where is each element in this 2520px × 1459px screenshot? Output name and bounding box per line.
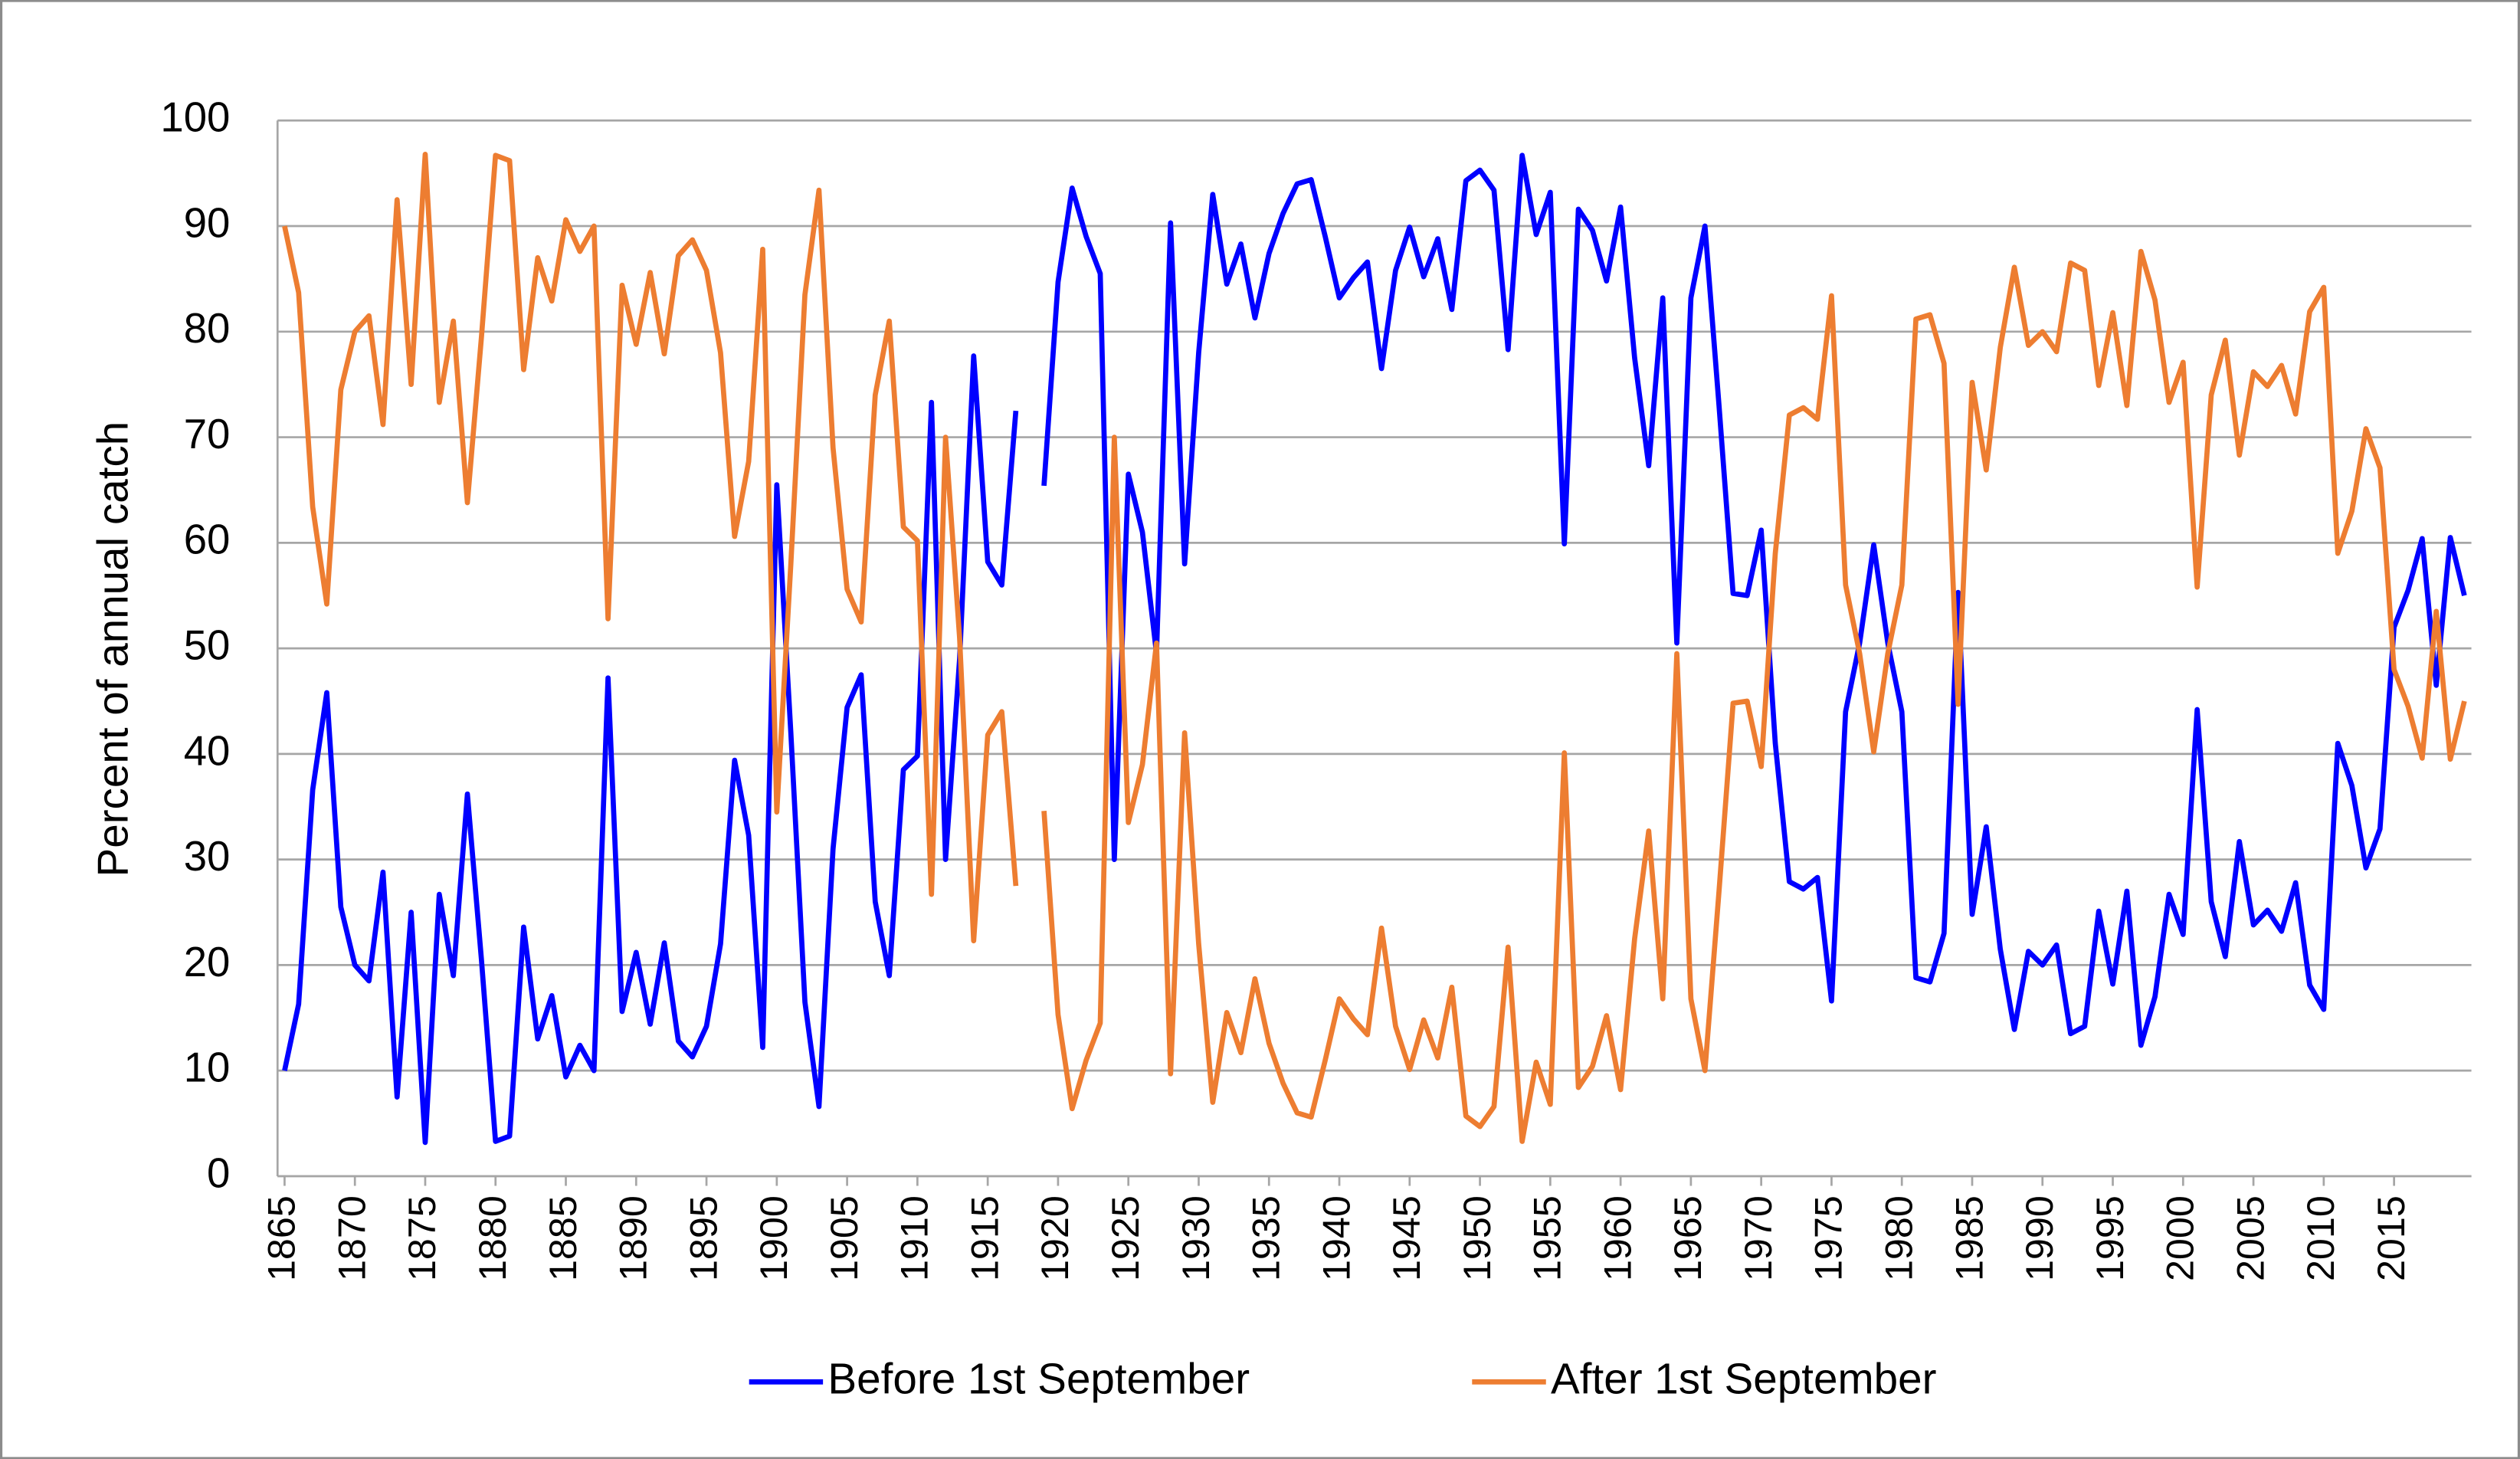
x-tick-label: 1995 — [2088, 1195, 2132, 1281]
data-line — [282, 151, 2467, 1144]
legend-label: Before 1st September — [827, 1354, 1250, 1402]
x-tick-label: 1970 — [1736, 1195, 1780, 1281]
y-tick-label: 20 — [184, 939, 231, 985]
y-tick-label: 60 — [184, 516, 231, 563]
y-tick-label: 30 — [184, 833, 231, 880]
x-tick-label: 1965 — [1666, 1195, 1709, 1281]
y-tick-label: 100 — [160, 94, 230, 141]
x-tick-label: 1950 — [1455, 1195, 1499, 1281]
y-tick-label: 80 — [184, 305, 231, 352]
x-tick-label: 1955 — [1525, 1195, 1569, 1281]
x-tick-label: 2010 — [2299, 1195, 2342, 1281]
x-tick-label: 1940 — [1314, 1195, 1358, 1281]
x-tick-label: 2015 — [2369, 1195, 2413, 1281]
x-tick-label: 1925 — [1103, 1195, 1147, 1281]
x-tick-label: 1875 — [400, 1195, 444, 1281]
x-tick-label: 1890 — [611, 1195, 655, 1281]
x-tick-label: 1900 — [752, 1195, 795, 1281]
x-tick-label: 1905 — [822, 1195, 866, 1281]
y-tick-label: 0 — [207, 1149, 230, 1196]
y-tick-label: 50 — [184, 622, 231, 669]
y-tick-label: 90 — [184, 199, 231, 246]
x-tick-label: 1865 — [260, 1195, 303, 1281]
x-tick-label: 1885 — [541, 1195, 585, 1281]
x-tick-label: 1930 — [1174, 1195, 1217, 1281]
y-tick-label: 10 — [184, 1044, 231, 1091]
x-tick-label: 1880 — [470, 1195, 514, 1281]
data-line — [282, 152, 2467, 1146]
x-tick-label: 1980 — [1877, 1195, 1921, 1281]
x-tick-label: 2000 — [2158, 1195, 2202, 1281]
x-tick-label: 1935 — [1244, 1195, 1288, 1281]
y-tick-label: 40 — [184, 727, 231, 774]
x-tick-label: 1920 — [1033, 1195, 1076, 1281]
y-tick-label: 70 — [184, 411, 231, 457]
x-tick-label: 1910 — [893, 1195, 936, 1281]
y-axis-label: Percent of annual catch — [88, 421, 136, 877]
x-tick-label: 1975 — [1807, 1195, 1850, 1281]
x-tick-label: 1915 — [962, 1195, 1006, 1281]
x-tick-label: 1985 — [1947, 1195, 1991, 1281]
x-tick-label: 1990 — [2017, 1195, 2061, 1281]
x-tick-label: 1945 — [1385, 1195, 1428, 1281]
x-tick-label: 1960 — [1595, 1195, 1639, 1281]
x-tick-label: 1895 — [681, 1195, 725, 1281]
x-tick-label: 1870 — [329, 1195, 373, 1281]
x-tick-label: 2005 — [2228, 1195, 2272, 1281]
legend-label: After 1st September — [1551, 1354, 1936, 1402]
